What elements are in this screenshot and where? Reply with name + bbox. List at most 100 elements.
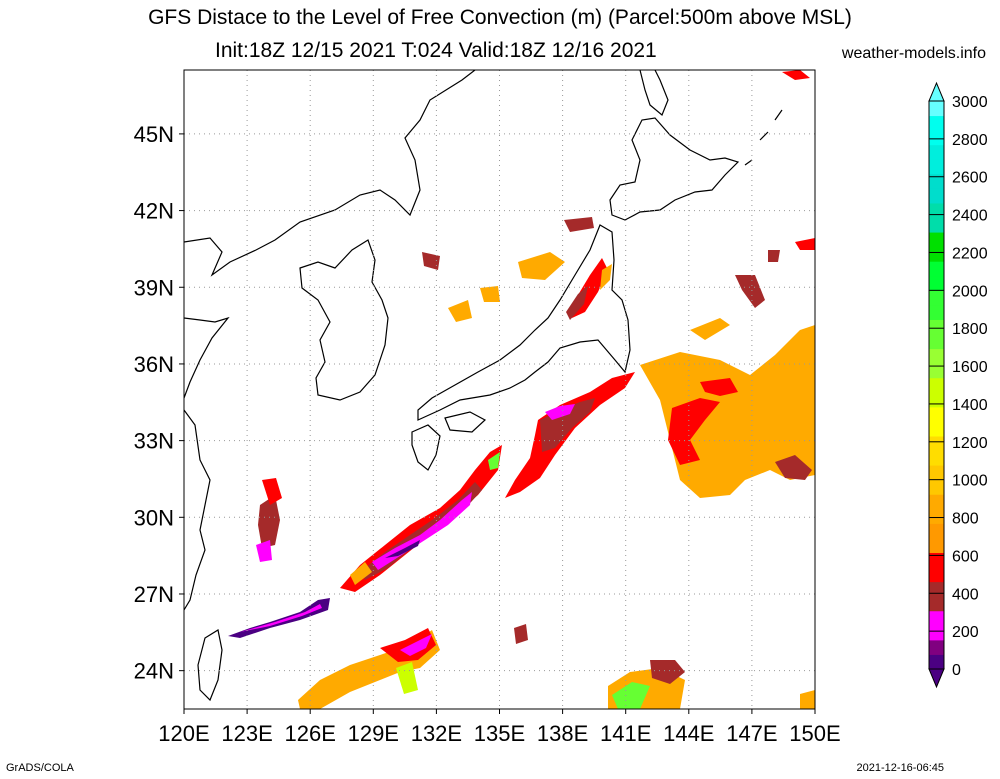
colorbar-label: 2600	[952, 170, 988, 187]
shade-ecs-red	[262, 478, 282, 505]
shade-south-green	[396, 662, 418, 694]
colorbar-label: 2400	[952, 208, 988, 225]
shade-east-red2	[700, 378, 738, 396]
colorbar-segment	[929, 159, 944, 175]
shade-ecs-magenta	[256, 540, 272, 562]
shade-east-orange2	[690, 318, 730, 340]
software-credit: GrADS/COLA	[6, 762, 74, 774]
shade-south-magenta	[400, 634, 432, 656]
colorbar-segment	[929, 537, 944, 553]
shade-ecs-brown	[258, 495, 280, 548]
shade-se-green	[612, 682, 650, 709]
colorbar-segment	[929, 334, 944, 350]
colorbar-segment	[929, 130, 944, 146]
colorbar-label: 2800	[952, 132, 988, 149]
lfc-shading	[228, 70, 815, 709]
colorbar-segment	[929, 115, 944, 131]
lon-label: 132E	[411, 721, 462, 746]
coast-asia-mainland	[184, 70, 476, 277]
colorbar-segment	[929, 246, 944, 262]
colorbar-segment	[929, 494, 944, 510]
coast-hokkaido	[609, 117, 740, 221]
coast-kurils	[744, 109, 783, 166]
shade-ryukyu-green	[488, 452, 500, 470]
colorbar-segment	[929, 435, 944, 452]
lon-label: 147E	[726, 721, 777, 746]
colorbar-segment	[929, 450, 944, 466]
colorbar-segment	[929, 217, 944, 233]
map-grid	[184, 70, 815, 709]
colorbar: 0 200 400 600 800 1000 1200 1400 1600 1800 2000 220…	[928, 81, 988, 689]
coast-korea	[299, 239, 389, 401]
colorbar-label: 2200	[952, 245, 988, 262]
colorbar-segment	[929, 144, 944, 160]
shade-tohoku-brown	[566, 286, 588, 320]
colorbar-segment	[929, 304, 944, 320]
colorbar-segment	[929, 406, 944, 422]
colorbar-segment	[929, 625, 944, 641]
shade-west-indigo	[228, 598, 330, 638]
colorbar-segment	[929, 421, 944, 437]
shade-south-red	[380, 628, 436, 662]
coast-china-south	[184, 409, 211, 611]
longitude-labels: 120E 123E 126E 129E 132E 135E 138E 141E 144E 147E…	[158, 721, 840, 746]
colorbar-label: 800	[952, 511, 979, 528]
colorbar-segment	[929, 101, 944, 117]
shade-ne-red2	[795, 238, 815, 250]
colorbar-segment	[929, 581, 944, 597]
site-credit: weather-models.info	[841, 45, 986, 62]
coast-china-east	[184, 316, 230, 399]
lon-label: 126E	[285, 721, 336, 746]
colorbar-segment	[929, 552, 944, 568]
colorbar-label: 1000	[952, 473, 988, 490]
colorbar-label: 400	[952, 586, 979, 603]
colorbar-segment	[929, 567, 944, 583]
colorbar-label: 2000	[952, 283, 988, 300]
lat-label: 27N	[134, 582, 174, 607]
colorbar-segment	[929, 596, 944, 612]
shade-pacific-red	[505, 372, 635, 498]
shade-east-brown	[775, 455, 812, 480]
lon-label: 129E	[348, 721, 399, 746]
lat-label: 42N	[134, 199, 174, 224]
colorbar-segment	[929, 363, 944, 379]
colorbar-segment	[929, 610, 944, 626]
lon-label: 141E	[600, 721, 651, 746]
coast-taiwan	[197, 629, 223, 702]
colorbar-segment	[929, 508, 944, 524]
colorbar-label: 200	[952, 624, 979, 641]
shade-east-red1	[668, 398, 720, 465]
map-title: GFS Distace to the Level of Free Convect…	[148, 6, 852, 29]
lat-label: 39N	[134, 275, 174, 300]
colorbar-high-arrow	[928, 81, 945, 102]
lon-label: 150E	[789, 721, 840, 746]
colorbar-segment	[929, 202, 944, 219]
shade-ryukyu-orange	[350, 562, 372, 585]
shade-se-brown	[650, 660, 685, 684]
colorbar-segment	[929, 377, 944, 393]
shade-ne-brown2	[768, 250, 780, 262]
lon-label: 135E	[474, 721, 525, 746]
shade-ne-brown	[735, 275, 765, 308]
coast-honshu	[417, 224, 631, 421]
lat-label: 36N	[134, 352, 174, 377]
colorbar-segment	[929, 261, 944, 277]
colorbar-segment	[929, 173, 944, 189]
shade-tohoku-orange	[518, 252, 565, 280]
lon-label: 120E	[158, 721, 209, 746]
coastlines	[184, 70, 783, 702]
lon-label: 138E	[537, 721, 588, 746]
coast-sakhalin	[639, 70, 669, 116]
lon-label: 144E	[663, 721, 714, 746]
colorbar-segment	[929, 275, 944, 291]
colorbar-segment	[929, 348, 944, 364]
shade-ryukyu-red	[340, 445, 502, 592]
shade-tohoku-orange2	[600, 264, 612, 290]
colorbar-label: 0	[952, 662, 961, 679]
coast-kyushu	[411, 424, 441, 471]
colorbar-label: 1400	[952, 397, 988, 414]
render-timestamp: 2021-12-16-06:45	[856, 762, 944, 774]
colorbar-segment	[929, 523, 944, 539]
colorbar-label: 1600	[952, 359, 988, 376]
